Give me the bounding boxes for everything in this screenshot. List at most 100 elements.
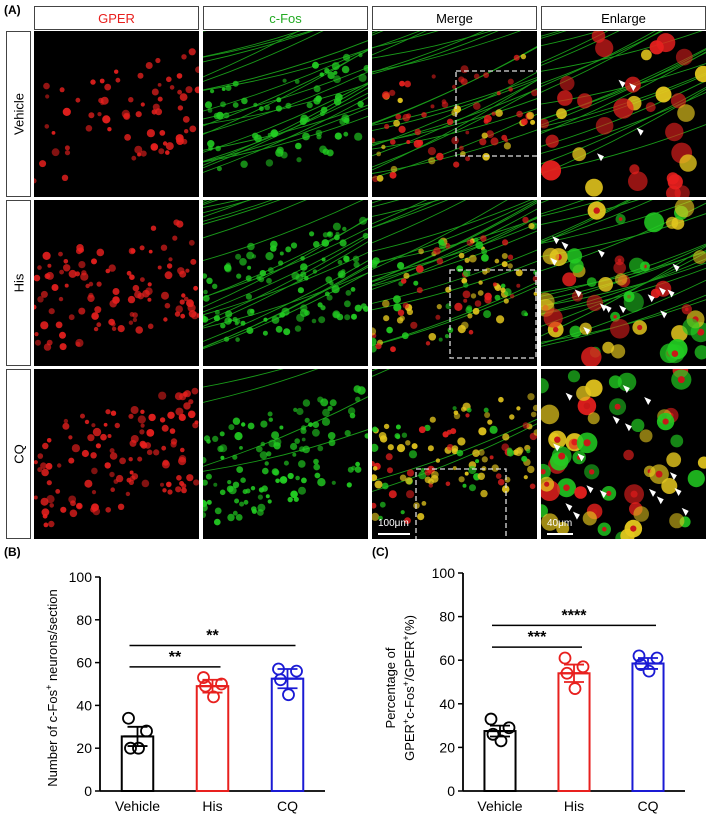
chart-c-data-point [634, 658, 648, 671]
chart-c-data-point [502, 721, 516, 735]
chart-b-data-point [282, 688, 295, 702]
chart-b-data-point [140, 724, 153, 738]
micrograph-his-cfos [203, 200, 368, 366]
panel-a-letter: (A) [4, 3, 21, 17]
chart-b-xtick-label: CQ [277, 798, 298, 814]
scale-bar-merge [378, 533, 410, 535]
arrowhead-markers [553, 385, 689, 520]
chart-b-data-point [207, 690, 220, 704]
chart-b-data-point [132, 741, 145, 755]
chart-c-significance-label: **** [562, 607, 588, 624]
chart-b-data-point [274, 673, 287, 687]
scale-bar-enlarge [547, 533, 573, 535]
chart-c-ytick-label: 100 [432, 565, 456, 581]
chart-b-data-point [124, 741, 137, 755]
cell-layer [34, 219, 199, 351]
chart-c-bar-vehicle [483, 730, 517, 793]
enlarge-region-box [449, 269, 537, 359]
chart-c-data-point [494, 734, 508, 748]
chart-c-error-bar [486, 724, 514, 738]
fiber-layer [203, 31, 368, 173]
fiber-layer [203, 200, 368, 350]
scale-label-merge: 100μm [378, 518, 409, 529]
cell-layer [541, 200, 706, 366]
cell-layer [372, 53, 537, 183]
chart-b-error-bar [273, 668, 302, 690]
chart-b-ytick-label: 100 [69, 569, 93, 585]
chart-c-xtick-label: His [564, 798, 584, 814]
chart-c-ytick-label: 20 [439, 739, 455, 755]
chart-b-bar-cq [270, 677, 305, 792]
cell-layer [34, 48, 199, 184]
chart-c-ylabel-line2: GPER+c-Fos+/GPER+(%) [401, 615, 417, 761]
panel-c-letter: (C) [372, 545, 389, 559]
chart-c-ytick-label: 40 [439, 696, 455, 712]
chart-b-ytick-label: 0 [84, 783, 92, 799]
chart-c-data-point [568, 682, 582, 695]
cell-layer [203, 385, 368, 526]
fiber-layer [203, 369, 368, 472]
micrograph-his-gper [34, 200, 199, 366]
cell-layer [372, 393, 537, 524]
chart-b-data-point [290, 664, 303, 678]
chart-c: Percentage of GPER+c-Fos+/GPER+(%) 0 20 40… [383, 565, 685, 814]
fiber-layer [372, 200, 537, 347]
micrograph-his-enlarge [541, 200, 706, 366]
cell-layer [541, 369, 706, 539]
chart-b-xtick-label: His [202, 798, 222, 814]
chart-b-data-point [122, 711, 135, 725]
chart-c-data-point [650, 651, 664, 665]
micrograph-vehicle-enlarge [541, 31, 706, 197]
chart-b-data-point [197, 671, 210, 684]
enlarge-region-box [415, 468, 507, 539]
chart-b: Number of c-Fos+ neurons/section 0 20 40 60… [44, 569, 325, 814]
chart-c-xtick-label: Vehicle [477, 798, 522, 814]
column-header-enlarge: Enlarge [541, 6, 706, 30]
chart-c-data-point [560, 666, 574, 680]
column-header-cfos: c-Fos [203, 6, 368, 30]
chart-b-data-point [215, 677, 228, 691]
chart-c-bar-his [557, 672, 591, 792]
fiber-layer [372, 31, 537, 179]
arrowhead-markers [550, 236, 680, 335]
chart-c-significance-label: *** [528, 629, 547, 646]
chart-c-data-point [486, 727, 500, 741]
micrograph-his-merge [372, 200, 537, 366]
chart-c-xtick-label: CQ [638, 798, 659, 814]
micrograph-vehicle-gper [34, 31, 199, 197]
cell-layer [203, 216, 368, 342]
chart-b-ytick-label: 40 [76, 697, 92, 713]
micrograph-cq-enlarge [541, 369, 706, 539]
micrograph-cq-cfos [203, 369, 368, 539]
chart-b-data-point [199, 679, 212, 693]
chart-b-significance-label: ** [169, 649, 182, 666]
scale-label-enlarge: 40μm [547, 518, 573, 529]
chart-c-data-point [576, 660, 590, 674]
cell-layer [372, 216, 537, 353]
cell-layer [204, 53, 368, 172]
chart-b-xtick-label: Vehicle [115, 798, 160, 814]
micrograph-cq-merge [372, 369, 537, 539]
chart-b-significance-label: ** [206, 627, 219, 644]
chart-c-ylabel-line1: Percentage of [383, 647, 398, 728]
row-label-his: His [6, 200, 31, 366]
chart-c-data-point [484, 712, 498, 726]
chart-b-ylabel: Number of c-Fos+ neurons/section [44, 589, 60, 786]
enlarge-region-box [455, 70, 537, 157]
cell-layer [34, 387, 199, 528]
cell-layer [541, 31, 706, 197]
micrograph-cq-gper [34, 369, 199, 539]
chart-c-error-bar [560, 663, 588, 683]
chart-c-data-point [558, 651, 572, 665]
chart-c-data-point [632, 649, 646, 663]
column-header-gper: GPER [34, 6, 199, 30]
chart-c-ytick-label: 0 [447, 783, 455, 799]
column-header-merge: Merge [372, 6, 537, 30]
micrograph-vehicle-cfos [203, 31, 368, 197]
row-label-vehicle: Vehicle [6, 31, 31, 197]
panel-b-letter: (B) [4, 545, 21, 559]
chart-b-ytick-label: 80 [76, 612, 92, 628]
chart-b-ytick-label: 20 [76, 740, 92, 756]
micrograph-vehicle-merge [372, 31, 537, 197]
chart-c-ytick-label: 60 [439, 652, 455, 668]
